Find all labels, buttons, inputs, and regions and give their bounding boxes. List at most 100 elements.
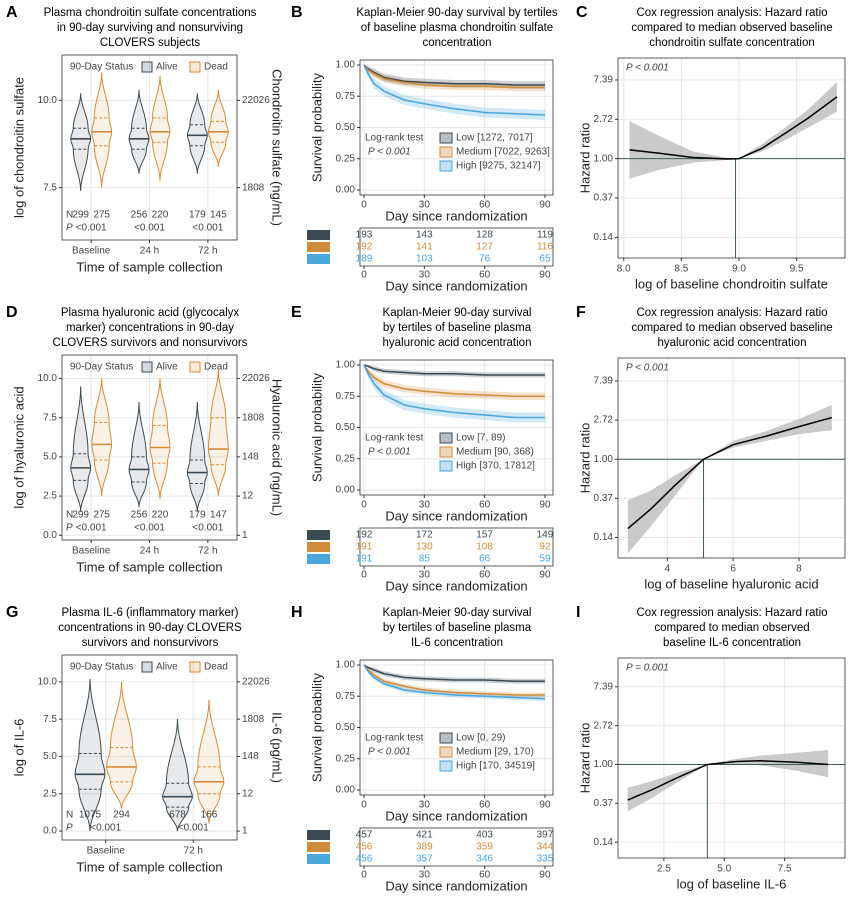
risk-strata-key <box>307 242 330 252</box>
p-value: <0.001 <box>134 523 165 534</box>
risk-count: 456 <box>356 842 373 853</box>
x-axis-title: Time of sample collection <box>76 259 222 274</box>
plot-frame <box>61 654 238 841</box>
legend-key <box>439 146 453 158</box>
panel-title: Kaplan-Meier 90-day survival by tertiles <box>356 7 558 19</box>
panel-title: of baseline plasma chondroitin sulfate <box>361 22 553 34</box>
legend-label: Alive <box>156 662 178 673</box>
legend-label: High [9275, 32147] <box>456 161 541 172</box>
y-tick-label: 0.25 <box>336 753 356 764</box>
x-tick-label: 0 <box>361 870 367 881</box>
violin <box>91 378 113 497</box>
legend-key <box>439 760 453 772</box>
risk-count: 172 <box>416 530 433 541</box>
x-axis-title: log of baseline hyaluronic acid <box>644 576 818 591</box>
x-tick-label: 30 <box>419 800 431 811</box>
annotation: P < 0.001 <box>368 147 411 158</box>
x-tick-label: 60 <box>479 570 491 581</box>
x-tick-label: 0 <box>361 570 367 581</box>
legend-label: Medium [29, 170) <box>456 747 534 758</box>
risk-count: 65 <box>539 254 551 265</box>
annotation: P < 0.001 <box>626 63 669 74</box>
legend-label: Low [1272, 7017] <box>456 133 533 144</box>
y-tick-label: 7.5 <box>43 412 57 423</box>
risk-strata-key <box>307 530 330 540</box>
p-value: <0.001 <box>134 223 165 234</box>
y-axis-title: log of hyaluronic acid <box>11 386 26 508</box>
survival-curve <box>363 664 545 696</box>
panel-title: hyaluronic acid concentration <box>658 337 807 349</box>
panel-title: in 90-day surviving and nonsurviving <box>57 22 243 34</box>
legend-key <box>439 432 453 444</box>
panel-title: Cox regression analysis: Hazard ratio <box>636 607 827 619</box>
survival-curve <box>363 64 545 86</box>
legend-label: Alive <box>156 362 178 373</box>
n-value: 256 <box>131 510 148 521</box>
legend-label: High [170, 34519] <box>456 761 535 772</box>
x-tick-label: 30 <box>419 500 431 511</box>
risk-strata-key <box>307 854 330 864</box>
risk-count: 116 <box>537 242 553 253</box>
plot-frame <box>61 354 238 541</box>
panel-title: CLOVERS survivors and nonsurvivors <box>53 337 248 349</box>
legend-key <box>439 160 453 172</box>
confidence-band <box>629 82 837 179</box>
n-value: 275 <box>93 210 110 221</box>
y2-tick-label: 22026 <box>242 677 270 688</box>
panel-title: Plasma hyaluronic acid (glycocalyx <box>61 307 240 319</box>
risk-count: 403 <box>476 830 493 841</box>
legend-key <box>439 446 453 458</box>
x-tick-label: 0 <box>361 200 367 211</box>
legend-label: Alive <box>156 62 178 73</box>
y-axis-title: Survival probability <box>309 72 324 182</box>
risk-count: 59 <box>539 554 551 565</box>
legend-title: Log-rank test <box>365 133 424 144</box>
legend-title: Log-rank test <box>365 433 424 444</box>
y-tick-label: 2.5 <box>43 491 57 502</box>
violin <box>207 89 229 167</box>
p-value: <0.001 <box>76 223 107 234</box>
risk-count: 128 <box>476 230 493 241</box>
violin <box>128 402 150 508</box>
confidence-band <box>364 65 545 120</box>
confidence-band <box>627 750 829 812</box>
y2-tick-label: 1808 <box>242 714 265 725</box>
y2-tick-label: 1808 <box>242 412 265 423</box>
y2-axis-title: Hyaluronic acid (ng/mL) <box>270 379 285 516</box>
x-tick-label: 72 h <box>198 546 217 557</box>
n-label: N <box>66 210 73 221</box>
x-tick-label: 8.5 <box>674 264 688 275</box>
panel-letter: B <box>291 4 303 21</box>
y-tick-label: 10.0 <box>38 676 58 687</box>
panel-title: Cox regression analysis: Hazard ratio <box>636 307 827 319</box>
legend-title: 90-Day Status <box>70 62 133 73</box>
risk-strata-key <box>307 254 330 264</box>
x-axis-title: Day since randomization <box>385 508 527 523</box>
panel-title: compared to median observed baseline <box>631 22 832 34</box>
y-axis-title: log of chondroitin sulfate <box>11 77 26 218</box>
y-tick-label: 7.5 <box>43 714 57 725</box>
x-tick-label: 90 <box>539 870 551 881</box>
risk-count: 157 <box>476 530 493 541</box>
y-tick-label: 0.0 <box>43 530 57 541</box>
y-tick-label: 1.00 <box>336 360 356 371</box>
legend-label: Low [0, 29) <box>456 733 505 744</box>
panel-title: marker) concentrations in 90-day <box>66 322 234 334</box>
y2-tick-label: 12 <box>242 491 254 502</box>
risk-count: 191 <box>356 554 373 565</box>
y-tick-label: 2.72 <box>594 415 614 426</box>
legend-title: 90-Day Status <box>70 362 133 373</box>
legend-key <box>439 132 453 144</box>
risk-count: 130 <box>416 542 433 553</box>
hazard-curve <box>629 96 838 160</box>
x-tick-label: 90 <box>539 500 551 511</box>
legend-label: Medium [7022, 9263] <box>456 147 550 158</box>
x-tick-label: 0 <box>361 800 367 811</box>
x-axis-title: Time of sample collection <box>76 859 222 874</box>
violin <box>70 93 92 192</box>
panel-title: hyaluronic acid concentration <box>383 337 532 349</box>
plot-frame <box>359 59 554 196</box>
annotation: P < 0.001 <box>368 447 411 458</box>
y-tick-label: 7.39 <box>594 681 614 692</box>
x-axis-title: Day since randomization <box>385 808 527 823</box>
